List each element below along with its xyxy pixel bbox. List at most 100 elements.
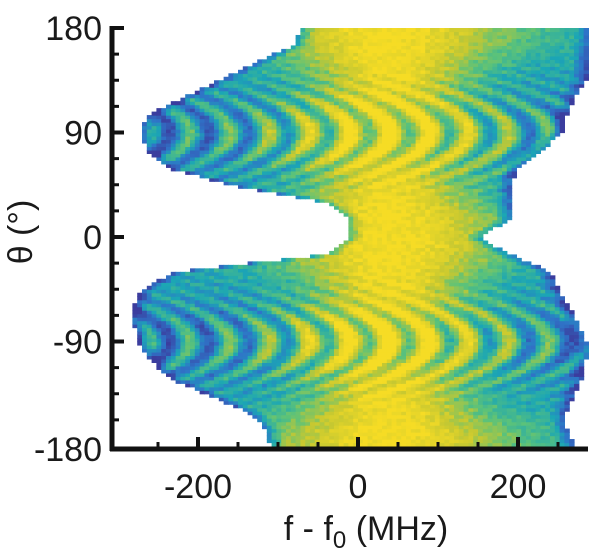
- heatmap-cell: [257, 348, 263, 353]
- heatmap-cell: [314, 365, 321, 370]
- heatmap-cell: [449, 233, 455, 238]
- heatmap-cell: [482, 320, 489, 325]
- heatmap-cell: [271, 264, 277, 269]
- heatmap-cell: [550, 372, 556, 377]
- heatmap-cell: [343, 379, 349, 384]
- heatmap-cell: [420, 247, 426, 252]
- heatmap-cell: [214, 320, 220, 325]
- heatmap-cell: [156, 331, 162, 336]
- heatmap-cell: [410, 407, 417, 412]
- heatmap-cell: [372, 254, 378, 259]
- heatmap-cell: [516, 292, 522, 297]
- heatmap-cell: [502, 397, 508, 402]
- heatmap-cell: [204, 379, 210, 384]
- heatmap-cell: [377, 362, 383, 367]
- heatmap-cell: [319, 365, 325, 370]
- heatmap-cell: [247, 296, 253, 301]
- heatmap-cell: [449, 331, 455, 336]
- heatmap-cell: [257, 369, 263, 374]
- heatmap-cell: [415, 254, 421, 259]
- heatmap-cell: [238, 386, 244, 391]
- heatmap-cell: [362, 390, 369, 395]
- heatmap-cell: [458, 397, 465, 402]
- heatmap-cell: [314, 421, 321, 426]
- heatmap-cell: [204, 327, 210, 332]
- heatmap-cell: [214, 292, 220, 297]
- heatmap-cell: [382, 240, 388, 245]
- heatmap-cell: [492, 407, 498, 412]
- heatmap-cell: [367, 282, 373, 287]
- heatmap-cell: [161, 289, 167, 294]
- heatmap-cell: [367, 313, 373, 318]
- heatmap-cell: [247, 390, 253, 395]
- heatmap-cell: [410, 313, 417, 318]
- heatmap-cell: [434, 320, 441, 325]
- heatmap-cell: [540, 435, 546, 440]
- heatmap-cell: [271, 376, 277, 381]
- heatmap-cell: [396, 268, 402, 273]
- heatmap-cell: [526, 313, 532, 318]
- heatmap-cell: [228, 341, 234, 346]
- heatmap-cell: [540, 292, 546, 297]
- heatmap-cell: [358, 282, 364, 287]
- heatmap-cell: [463, 324, 469, 329]
- heatmap-cell: [276, 404, 282, 409]
- heatmap-cell: [454, 243, 460, 249]
- heatmap-cell: [190, 369, 196, 374]
- heatmap-cell: [214, 271, 220, 276]
- heatmap-cell: [406, 442, 412, 447]
- heatmap-cell: [444, 383, 450, 388]
- heatmap-cell: [444, 195, 450, 200]
- heatmap-cell: [343, 358, 349, 363]
- heatmap-cell: [391, 226, 397, 231]
- heatmap-cell: [415, 282, 421, 287]
- heatmap-cell: [502, 411, 508, 416]
- heatmap-cell: [214, 341, 220, 346]
- heatmap-cell: [569, 313, 575, 318]
- heatmap-cell: [300, 285, 306, 290]
- heatmap-cell: [276, 372, 282, 377]
- heatmap-cell: [454, 341, 460, 346]
- heatmap-cell: [233, 365, 239, 370]
- heatmap-cell: [338, 268, 345, 273]
- heatmap-cell: [463, 240, 469, 245]
- heatmap-cell: [458, 271, 465, 276]
- heatmap-cell: [343, 425, 349, 430]
- heatmap-cell: [396, 296, 402, 301]
- heatmap-cell: [343, 324, 349, 329]
- heatmap-cell: [343, 198, 349, 203]
- heatmap-cell: [310, 320, 316, 325]
- heatmap-cell: [521, 331, 527, 336]
- heatmap-cell: [502, 250, 508, 256]
- heatmap-cell: [271, 369, 277, 374]
- heatmap-cell: [401, 243, 407, 249]
- heatmap-cell: [425, 351, 431, 357]
- heatmap-cell: [233, 404, 239, 409]
- heatmap-cell: [506, 303, 513, 308]
- heatmap-cell: [492, 334, 498, 339]
- heatmap-cell: [506, 362, 513, 367]
- heatmap-cell: [535, 327, 541, 332]
- heatmap-cell: [271, 435, 277, 440]
- heatmap-cell: [276, 432, 282, 437]
- heatmap-cell: [367, 268, 373, 273]
- heatmap-cell: [295, 261, 301, 266]
- heatmap-cell: [377, 338, 383, 343]
- heatmap-cell: [463, 230, 469, 235]
- heatmap-cell: [170, 369, 177, 374]
- heatmap-cell: [372, 226, 378, 231]
- heatmap-cell: [511, 257, 517, 262]
- heatmap-cell: [511, 355, 517, 360]
- heatmap-cell: [180, 341, 186, 346]
- heatmap-cell: [406, 425, 412, 430]
- heatmap-cell: [386, 209, 393, 214]
- heatmap-cell: [377, 216, 383, 221]
- heatmap-cell: [175, 275, 181, 280]
- heatmap-cell: [415, 348, 421, 353]
- heatmap-cell: [252, 331, 258, 336]
- heatmap-cell: [218, 268, 225, 273]
- heatmap-cell: [252, 386, 258, 391]
- heatmap-cell: [487, 383, 493, 388]
- heatmap-cell: [329, 264, 335, 269]
- heatmap-cell: [262, 376, 268, 381]
